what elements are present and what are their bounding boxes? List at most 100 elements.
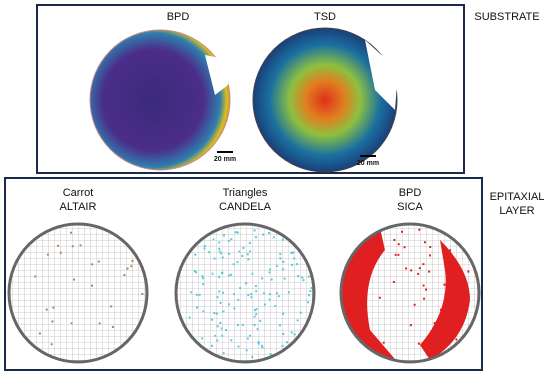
defect-speck: [210, 344, 213, 347]
defect-speck: [423, 241, 426, 244]
tool-label: ALTAIR: [60, 201, 97, 213]
defect-speck: [237, 298, 240, 301]
section-label: SUBSTRATE: [474, 11, 539, 23]
defect-speck: [237, 345, 240, 348]
defect-speck: [453, 322, 456, 325]
defect-speck: [307, 301, 310, 304]
defect-speck: [224, 329, 227, 332]
defect-speck: [202, 310, 205, 313]
defect-speck: [245, 282, 248, 285]
defect-speck: [293, 333, 296, 336]
defect-label: Carrot: [63, 187, 94, 199]
defect-speck: [233, 293, 236, 296]
defect-speck: [59, 251, 62, 254]
defect-speck: [467, 270, 470, 273]
defect-speck: [255, 313, 258, 316]
defect-speck: [253, 324, 256, 327]
defect-speck: [255, 290, 258, 293]
defect-speck: [218, 241, 221, 244]
defect-speck: [242, 246, 245, 249]
defect-speck: [275, 264, 278, 267]
defect-speck: [281, 238, 284, 241]
defect-speck: [126, 267, 129, 270]
defect-speck: [459, 307, 462, 310]
defect-speck: [282, 260, 285, 263]
defect-speck: [223, 234, 226, 237]
defect-speck: [238, 250, 241, 253]
defect-speck: [232, 263, 235, 266]
defect-speck: [131, 259, 134, 262]
defect-speck: [98, 322, 101, 325]
defect-speck: [218, 247, 221, 250]
defect-speck: [290, 331, 293, 334]
defect-speck: [51, 320, 54, 323]
scale-label: 20 mm: [214, 156, 236, 163]
defect-speck: [286, 341, 289, 344]
defect-speck: [218, 276, 221, 279]
defect-speck: [221, 271, 224, 274]
defect-speck: [215, 312, 218, 315]
defect-speck: [371, 257, 374, 260]
defect-speck: [247, 258, 250, 261]
defect-speck: [290, 251, 293, 254]
defect-speck: [69, 231, 72, 234]
wafer-edge: [174, 222, 316, 364]
defect-speck: [302, 279, 305, 282]
defect-speck: [253, 309, 256, 312]
defect-speck: [90, 284, 93, 287]
defect-speck: [308, 294, 311, 297]
defect-speck: [274, 304, 277, 307]
defect-speck: [208, 251, 211, 254]
defect-speck: [417, 342, 420, 345]
defect-speck: [239, 287, 242, 290]
defect-speck: [34, 275, 37, 278]
defect-speck: [299, 311, 302, 314]
defect-speck: [201, 275, 204, 278]
defect-speck: [202, 277, 205, 280]
defect-speck: [52, 306, 55, 309]
defect-speck: [433, 322, 436, 325]
defect-speck: [220, 252, 223, 255]
defect-speck: [397, 253, 400, 256]
defect-speck: [422, 263, 425, 266]
defect-speck: [269, 353, 272, 356]
defect-speck: [257, 340, 260, 343]
defect-speck: [236, 231, 239, 234]
defect-speck: [262, 233, 265, 236]
map-blank: [365, 40, 398, 110]
defect-speck: [351, 304, 354, 307]
defect-speck: [56, 244, 59, 247]
defect-speck: [213, 257, 216, 260]
defect-speck: [254, 236, 257, 239]
defect-speck: [222, 310, 225, 313]
defect-speck: [397, 243, 400, 246]
wafer-edge: [339, 222, 481, 364]
defect-speck: [456, 279, 459, 282]
defect-speck: [214, 334, 217, 337]
defect-speck: [410, 269, 413, 272]
defect-speck: [439, 308, 442, 311]
defect-speck: [194, 253, 197, 256]
defect-speck: [455, 338, 458, 341]
section-label: EPITAXIAL: [490, 191, 545, 203]
defect-speck: [50, 343, 53, 346]
defect-speck: [201, 337, 204, 340]
defect-speck: [253, 229, 256, 232]
defect-speck: [283, 277, 286, 280]
defect-speck: [268, 271, 271, 274]
defect-speck: [292, 251, 295, 254]
defect-speck: [268, 232, 271, 235]
defect-speck: [219, 301, 222, 304]
defect-speck: [110, 305, 113, 308]
defect-speck: [297, 275, 300, 278]
defect-speck: [203, 244, 206, 247]
defect-speck: [279, 257, 282, 260]
defect-speck: [253, 315, 256, 318]
defect-speck: [282, 312, 285, 315]
defect-speck: [141, 293, 144, 296]
tsd-substrate-map: [252, 27, 398, 173]
defect-speck: [195, 271, 198, 274]
defect-speck: [422, 284, 425, 287]
defect-speck: [257, 342, 260, 345]
carrot-wafer-map: [10, 225, 146, 361]
